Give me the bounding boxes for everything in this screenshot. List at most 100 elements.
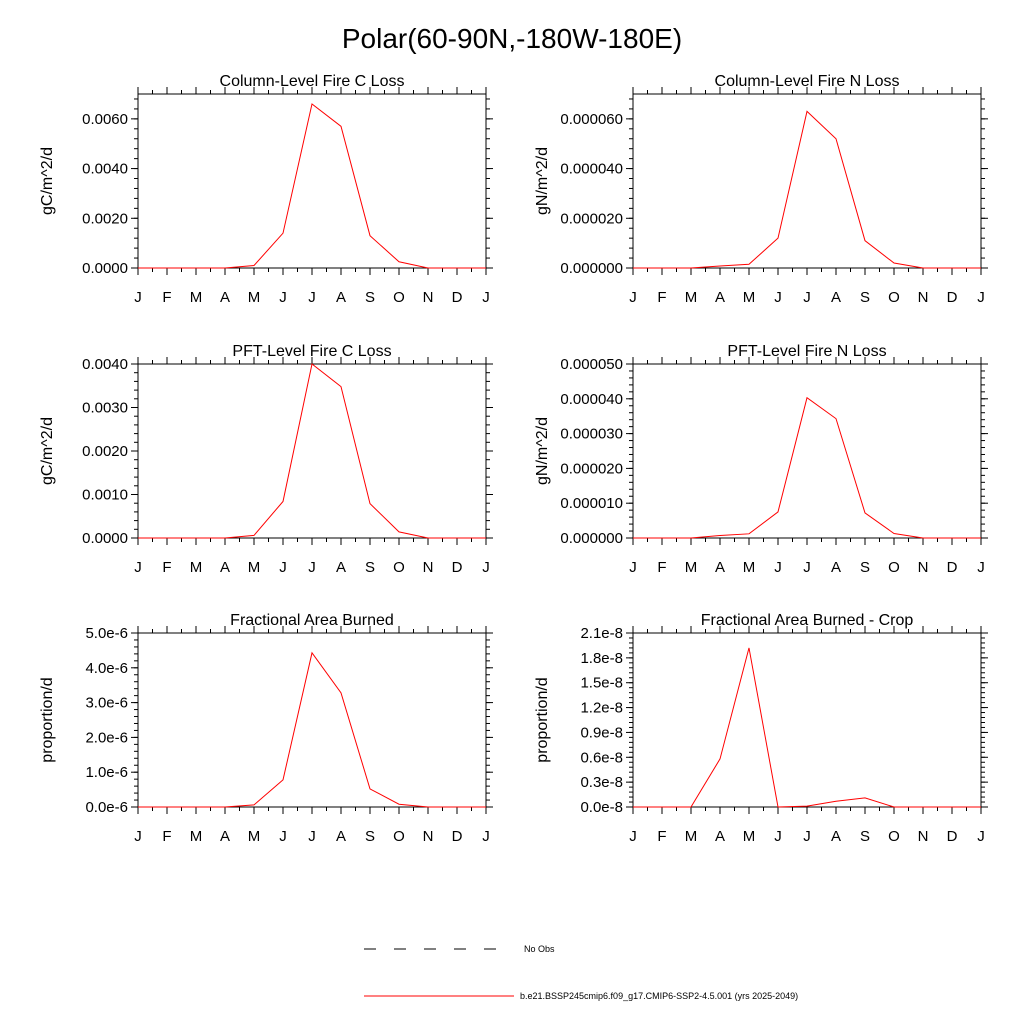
y-tick-label: 0.9e-8 [580, 724, 623, 741]
x-tick-label: M [685, 559, 698, 576]
x-tick-label: F [657, 828, 666, 845]
panel-title: Fractional Area Burned - Crop [701, 612, 914, 629]
x-tick-label: D [452, 828, 463, 845]
x-tick-label: J [482, 289, 490, 306]
panel-title: Column-Level Fire N Loss [715, 73, 900, 90]
x-tick-label: D [452, 289, 463, 306]
y-tick-label: 1.2e-8 [580, 700, 623, 717]
y-tick-label: 1.8e-8 [580, 650, 623, 667]
x-tick-label: A [715, 559, 725, 576]
panel-title: Fractional Area Burned [230, 612, 394, 629]
y-tick-label: 0.000020 [560, 210, 623, 227]
x-tick-label: M [190, 559, 203, 576]
x-tick-label: J [803, 559, 811, 576]
x-tick-label: N [423, 559, 434, 576]
plot-frame [137, 363, 487, 539]
x-tick-label: O [888, 559, 900, 576]
x-tick-label: F [162, 828, 171, 845]
y-axis-label: gC/m^2/d [39, 147, 56, 215]
series-line [138, 103, 486, 269]
x-tick-label: A [220, 559, 230, 576]
y-tick-label: 0.3e-8 [580, 774, 623, 791]
x-tick-label: N [918, 559, 929, 576]
x-tick-label: D [452, 559, 463, 576]
x-tick-label: J [134, 828, 142, 845]
series-line [138, 363, 486, 539]
y-tick-label: 0.0020 [82, 210, 128, 227]
plot-frame [632, 632, 982, 808]
x-tick-label: J [279, 828, 287, 845]
x-tick-label: F [162, 559, 171, 576]
x-tick-label: S [860, 559, 870, 576]
y-tick-label: 2.1e-8 [580, 625, 623, 642]
y-axis-label: gN/m^2/d [534, 417, 551, 485]
x-tick-label: J [977, 289, 985, 306]
x-tick-label: M [248, 828, 261, 845]
series-line [633, 110, 981, 269]
y-tick-label: 0.0e-8 [580, 799, 623, 816]
y-tick-label: 0.000030 [560, 426, 623, 443]
y-axis-label: proportion/d [39, 677, 56, 762]
x-tick-label: J [279, 559, 287, 576]
y-tick-label: 0.000040 [560, 391, 623, 408]
y-tick-label: 0.0030 [82, 400, 128, 417]
y-tick-label: 0.000060 [560, 111, 623, 128]
x-tick-label: M [685, 289, 698, 306]
x-tick-label: J [482, 559, 490, 576]
y-tick-label: 0.6e-8 [580, 749, 623, 766]
plot-frame [137, 632, 487, 808]
plot-frame [632, 363, 982, 539]
x-tick-label: J [977, 559, 985, 576]
y-tick-label: 4.0e-6 [85, 660, 128, 677]
y-tick-label: 0.0010 [82, 487, 128, 504]
x-tick-label: J [629, 289, 637, 306]
x-tick-label: J [482, 828, 490, 845]
y-tick-label: 0.000020 [560, 460, 623, 477]
y-axis-label: gN/m^2/d [534, 147, 551, 215]
x-tick-label: A [715, 828, 725, 845]
x-tick-label: D [947, 828, 958, 845]
panel-title: PFT-Level Fire C Loss [232, 343, 391, 360]
x-tick-label: A [336, 559, 346, 576]
x-tick-label: O [393, 828, 405, 845]
x-tick-label: A [220, 289, 230, 306]
x-tick-label: M [248, 289, 261, 306]
y-tick-label: 0.000050 [560, 356, 623, 373]
x-tick-label: J [308, 559, 316, 576]
x-tick-label: A [831, 828, 841, 845]
y-tick-label: 0.0000 [82, 530, 128, 547]
x-tick-label: M [190, 828, 203, 845]
x-tick-label: J [803, 828, 811, 845]
x-tick-label: O [888, 828, 900, 845]
y-tick-label: 5.0e-6 [85, 625, 128, 642]
y-tick-label: 0.0040 [82, 356, 128, 373]
legend-no-obs-label: No Obs [524, 944, 555, 954]
x-tick-label: J [977, 828, 985, 845]
y-axis-label: proportion/d [534, 677, 551, 762]
y-tick-label: 1.5e-8 [580, 675, 623, 692]
x-tick-label: D [947, 559, 958, 576]
x-tick-label: M [743, 828, 756, 845]
x-tick-label: M [685, 828, 698, 845]
y-tick-label: 0.000010 [560, 495, 623, 512]
x-tick-label: S [365, 559, 375, 576]
y-tick-label: 0.0e-6 [85, 799, 128, 816]
x-tick-label: M [248, 559, 261, 576]
y-tick-label: 0.000040 [560, 161, 623, 178]
x-tick-label: M [743, 559, 756, 576]
x-tick-label: J [629, 559, 637, 576]
x-tick-label: O [393, 289, 405, 306]
x-tick-label: J [774, 289, 782, 306]
x-tick-label: J [629, 828, 637, 845]
x-tick-label: A [336, 289, 346, 306]
x-tick-label: A [715, 289, 725, 306]
x-tick-label: S [365, 289, 375, 306]
y-tick-label: 0.000000 [560, 260, 623, 277]
y-tick-label: 0.0040 [82, 161, 128, 178]
x-tick-label: M [190, 289, 203, 306]
